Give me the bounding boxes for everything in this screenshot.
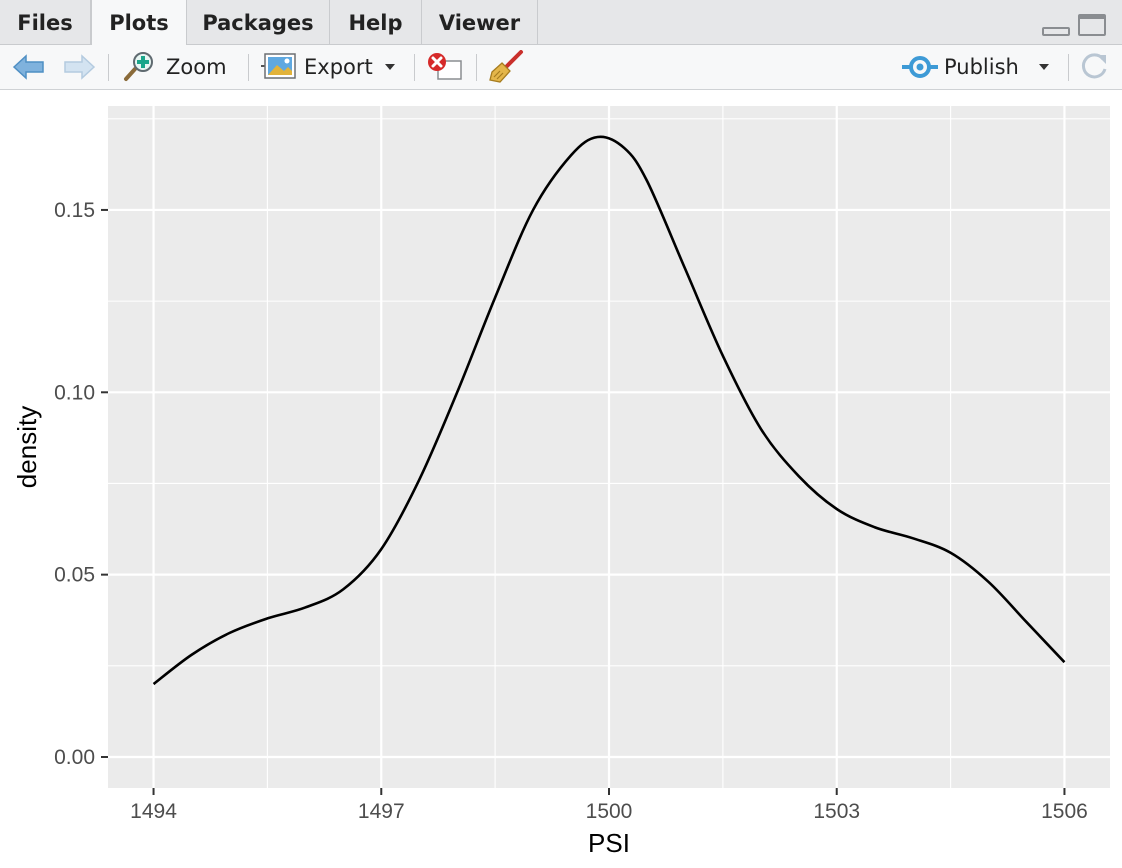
- series-layer: [152, 135, 1066, 686]
- publish-button[interactable]: Publish: [902, 45, 1060, 89]
- export-image-icon: [261, 53, 296, 79]
- clear-all-button[interactable]: [488, 45, 528, 89]
- toolbar-separator: [1068, 54, 1069, 81]
- pane-tab-bar: Files Plots Packages Help Viewer: [0, 0, 1122, 46]
- chevron-down-icon: [1038, 64, 1049, 70]
- refresh-button[interactable]: [1078, 45, 1114, 89]
- toolbar-separator: [476, 54, 477, 81]
- back-button[interactable]: [12, 45, 50, 89]
- publish-label: Publish: [944, 55, 1019, 79]
- maximize-icon[interactable]: [1078, 14, 1106, 36]
- zoom-label: Zoom: [166, 55, 227, 79]
- tab-help[interactable]: Help: [330, 0, 422, 45]
- y-tick-label: 0.15: [54, 199, 95, 222]
- tab-plots[interactable]: Plots: [91, 0, 187, 46]
- x-axis-label: PSI: [588, 828, 630, 858]
- minimize-icon[interactable]: [1042, 27, 1070, 36]
- export-button[interactable]: Export: [260, 45, 406, 89]
- tab-files[interactable]: Files: [0, 0, 91, 45]
- x-tick-label: 1500: [586, 800, 633, 823]
- y-tick-label: 0.00: [54, 746, 95, 769]
- magnifier-plus-icon: [124, 52, 153, 81]
- plots-toolbar: Zoom Export: [0, 45, 1122, 90]
- x-tick-label: 1494: [130, 800, 177, 823]
- arrow-right-icon: [64, 54, 96, 80]
- density-plot: 1494 1497 1500 1503 1506 0.00 0.05 0.10 0.15 PSI…: [12, 106, 1110, 858]
- zoom-button[interactable]: Zoom: [122, 45, 234, 89]
- grid-major: [108, 106, 1110, 788]
- chevron-down-icon: [384, 64, 395, 70]
- remove-plot-button[interactable]: [424, 45, 466, 89]
- arrow-left-icon: [12, 54, 44, 80]
- x-tick-label: 1506: [1041, 800, 1088, 823]
- y-tick-label: 0.05: [54, 564, 95, 587]
- tab-viewer[interactable]: Viewer: [422, 0, 538, 45]
- forward-button[interactable]: [62, 45, 100, 89]
- x-tick-label: 1503: [813, 800, 860, 823]
- tab-packages[interactable]: Packages: [187, 0, 330, 45]
- y-tick-label: 0.10: [54, 381, 95, 404]
- broom-icon: [489, 50, 523, 83]
- toolbar-separator: [108, 54, 109, 81]
- axis-layer: 1494 1497 1500 1503 1506 0.00 0.05 0.10 0.15: [54, 199, 1088, 823]
- x-tick-label: 1497: [358, 800, 405, 823]
- remove-plot-icon: [428, 53, 462, 80]
- export-label: Export: [304, 55, 373, 79]
- refresh-icon: [1081, 53, 1107, 79]
- density-line: [152, 135, 1066, 686]
- toolbar-separator: [414, 54, 415, 81]
- y-axis-label: density: [12, 406, 42, 488]
- publish-icon: [902, 56, 938, 78]
- toolbar-separator: [248, 54, 249, 81]
